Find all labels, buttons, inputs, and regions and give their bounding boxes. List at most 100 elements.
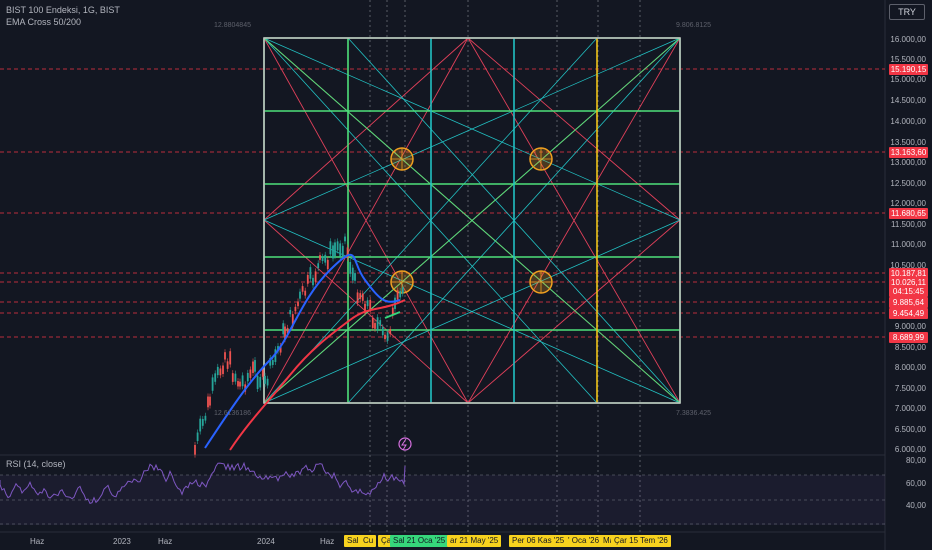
price-axis-label: 13.000,00 (890, 158, 926, 167)
gann-box-frame (263, 37, 681, 404)
candle-body (194, 445, 196, 455)
price-axis-label: 13.500,00 (890, 138, 926, 147)
price-axis-label: 8.000,00 (894, 363, 926, 372)
candle-body (366, 300, 369, 307)
candle-body (284, 326, 286, 340)
candle-body (319, 255, 321, 260)
candle-body (309, 267, 312, 279)
candle-body (371, 317, 374, 328)
candle-body (201, 418, 204, 426)
candle-body (399, 291, 402, 298)
price-axis-label: 9.000,00 (894, 322, 926, 331)
candle-body (199, 418, 202, 432)
candle-body (297, 301, 299, 307)
candle-body (401, 287, 404, 294)
candle-body (344, 236, 346, 242)
ema-fast-line (204, 253, 401, 449)
candle-body (359, 293, 362, 299)
price-axis-label: 7.500,00 (894, 384, 926, 393)
rsi-band (0, 475, 885, 525)
candle-body (339, 243, 342, 257)
candle-body (204, 415, 207, 421)
price-axis-label: 12.000,00 (890, 199, 926, 208)
price-tag: 04:15:45 (889, 286, 928, 297)
currency-button[interactable]: TRY (889, 4, 925, 20)
candle-body (226, 361, 229, 369)
candle-body (259, 377, 262, 388)
gann-diagonal (263, 37, 469, 221)
candle-body (301, 286, 304, 292)
date-tag: Cu (360, 535, 377, 547)
price-tag: 15.190,15 (889, 64, 928, 75)
candle-body (384, 334, 386, 340)
price-tag: 8.689,99 (889, 332, 928, 343)
time-axis-label: 2023 (113, 537, 131, 546)
box-label-top-left: 12.8804845 (214, 22, 251, 29)
candle-body (237, 381, 239, 387)
candle-body (254, 360, 256, 372)
candle-body (391, 307, 394, 316)
date-tag: Sal 21 Oca '25 (390, 535, 449, 547)
candle-body (369, 299, 372, 312)
price-axis-label: 6.000,00 (894, 445, 926, 454)
date-tag: Sal (344, 535, 362, 547)
candle-body (332, 245, 334, 259)
candle-body (229, 351, 232, 365)
candle-body (266, 378, 269, 386)
candle-body (326, 259, 329, 270)
price-tag: 9.885,64 (889, 297, 928, 308)
box-label-bottom-right: 7.3836.425 (676, 410, 712, 417)
candle-body (389, 329, 392, 335)
price-axis-label: 11.500,00 (891, 220, 926, 229)
candle-body (304, 290, 307, 296)
candle-body (351, 267, 354, 281)
symbol-legend[interactable]: BIST 100 Endeksi, 1G, BIST (6, 5, 120, 15)
rsi-axis-label: 60,00 (905, 479, 926, 488)
candle-body (376, 317, 379, 331)
rsi-axis-label: 40,00 (905, 501, 926, 510)
price-axis-label: 15.500,00 (890, 55, 926, 64)
candle-body (334, 242, 336, 257)
candle-body (314, 271, 317, 282)
candle-body (354, 273, 356, 281)
candle-body (286, 327, 289, 334)
candle-body (346, 247, 349, 258)
rsi-axis-label: 80,00 (905, 456, 926, 465)
ema-slow-line (229, 299, 406, 451)
candle-body (209, 396, 211, 406)
date-tag: ar 21 May '25 (447, 535, 502, 547)
candle-body (271, 360, 274, 365)
candle-body (289, 309, 292, 315)
candle-body (312, 277, 314, 286)
candle-body (252, 361, 254, 373)
candle-body (396, 290, 399, 300)
candle-body (279, 345, 282, 353)
ema-cross-marker (384, 311, 401, 319)
candle-body (349, 261, 352, 274)
price-axis-label: 16.000,00 (890, 35, 926, 44)
time-axis-label: Haz (320, 537, 335, 546)
candle-body (231, 373, 234, 382)
candle-body (274, 349, 277, 362)
candle-body (294, 306, 297, 312)
price-axis-label: 7.000,00 (894, 404, 926, 413)
price-axis-label: 10.500,00 (890, 261, 926, 270)
rsi-legend[interactable]: RSI (14, close) (6, 459, 66, 469)
candle-body (321, 256, 324, 262)
time-axis-label: Haz (158, 537, 173, 546)
gann-diagonal (467, 219, 681, 404)
candle-body (222, 365, 224, 374)
candle-body (356, 292, 359, 304)
candle-body (306, 274, 309, 284)
price-tag: 10.026,11 (889, 277, 928, 288)
price-axis-label: 15.000,00 (890, 75, 926, 84)
candle-body (299, 291, 301, 299)
ema-legend[interactable]: EMA Cross 50/200 (6, 17, 82, 27)
date-tag: Çar 15 Tem '26 (611, 535, 671, 547)
rsi-line (0, 461, 406, 505)
price-axis-label: 12.500,00 (890, 179, 926, 188)
price-axis-label: 8.500,00 (894, 343, 926, 352)
candle-body (216, 366, 219, 376)
gann-diagonal (467, 37, 681, 221)
